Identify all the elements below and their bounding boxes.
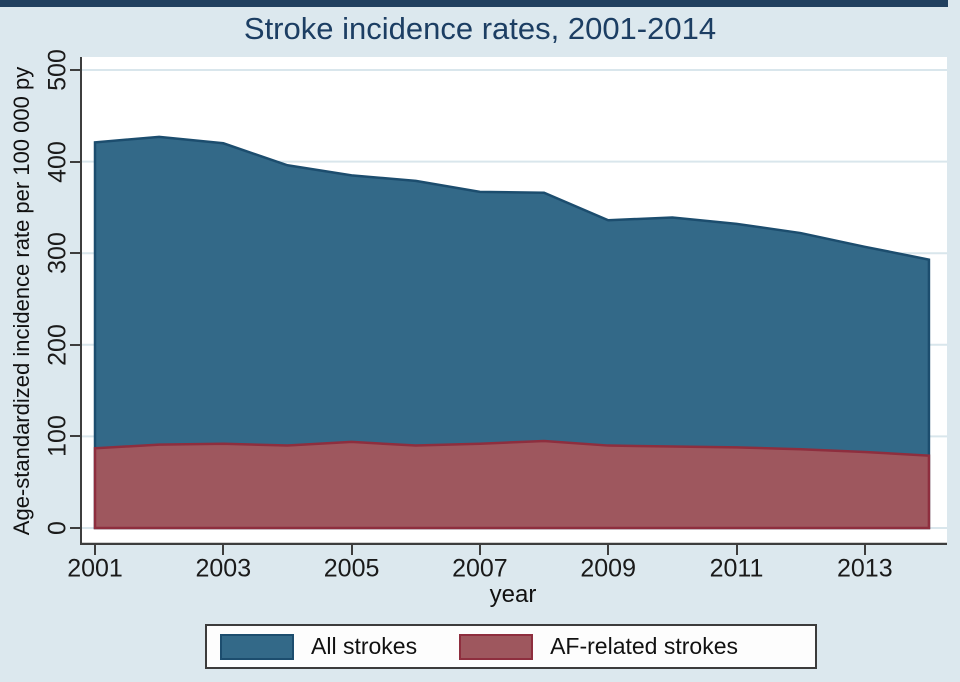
y-tick-label-500: 500 (43, 49, 72, 91)
x-tick-label-2009: 2009 (580, 554, 636, 583)
legend-swatch-all-strokes (220, 633, 294, 660)
legend-swatch-af-related-strokes (459, 633, 534, 660)
y-tick-label-200: 200 (43, 323, 72, 366)
legend: All strokes AF-related strokes (205, 624, 817, 669)
y-tick-100 (70, 435, 80, 438)
x-tick-label-2007: 2007 (452, 554, 508, 583)
y-tick-label-300: 300 (43, 232, 72, 275)
y-tick-200 (70, 343, 80, 346)
x-tick-2005 (350, 545, 353, 555)
y-tick-label-0: 0 (43, 521, 72, 535)
x-axis-title: year (489, 581, 537, 608)
y-tick-400 (70, 160, 80, 163)
x-tick-2011 (735, 545, 738, 555)
x-tick-label-2003: 2003 (195, 554, 252, 583)
legend-label-all-strokes: All strokes (311, 633, 418, 659)
x-tick-2009 (607, 545, 610, 555)
x-tick-label-2013: 2013 (836, 554, 893, 583)
y-tick-label-100: 100 (43, 415, 72, 458)
y-tick-500 (70, 69, 80, 71)
x-tick-2001 (94, 545, 96, 555)
x-tick-label-2011: 2011 (709, 554, 764, 583)
x-tick-2007 (478, 545, 481, 555)
x-tick-2013 (863, 545, 866, 555)
y-tick-label-400: 400 (43, 140, 72, 183)
y-tick-0 (70, 527, 80, 529)
x-tick-label-2005: 2005 (323, 554, 380, 583)
y-axis-title: Age-standardized incidence rate per 100 … (9, 66, 34, 536)
area-series-af-related-strokes (93, 439, 931, 530)
chart-title: Stroke incidence rates, 2001-2014 (243, 11, 717, 46)
area-chart-svg (80, 57, 947, 545)
top-border-bar (0, 0, 948, 7)
x-tick-2003 (222, 545, 225, 555)
legend-label-af-related-strokes: AF-related strokes (550, 633, 738, 659)
x-tick-label-2001: 2001 (67, 554, 123, 583)
area-series-all-strokes (93, 135, 931, 530)
plot-area (80, 57, 947, 545)
y-tick-300 (70, 252, 80, 255)
